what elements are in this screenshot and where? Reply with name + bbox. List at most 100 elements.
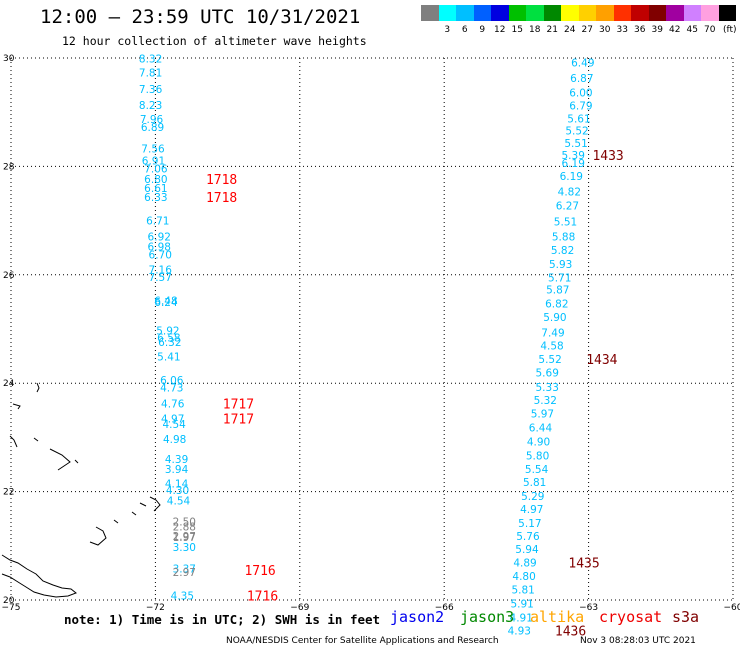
wave-height-label: 4.14 [165, 478, 189, 490]
wave-height-label: 5.80 [526, 450, 549, 462]
timestamp-text: Nov 3 08:28:03 UTC 2021 [580, 636, 696, 646]
island-outline [36, 382, 40, 393]
wave-height-label: 5.97 [531, 409, 554, 421]
wave-height-label: 5.39 [562, 150, 585, 162]
pass-time-label: 1718 [206, 173, 237, 188]
color-scale-tick: 30 [599, 25, 611, 35]
wave-height-label: 4.54 [162, 419, 186, 431]
color-swatch [508, 5, 526, 21]
legend-item-s3a: s3a [672, 608, 700, 626]
legend-item-altika: altika [530, 608, 585, 626]
legend-item-jason3: jason3 [460, 608, 515, 626]
legend-item-cryosat: cryosat [599, 608, 663, 626]
wave-height-label: 6.49 [571, 57, 594, 69]
color-scale-tick: 39 [651, 25, 663, 35]
color-scale-tick: 21 [546, 25, 558, 35]
wave-height-label: 4.30 [166, 485, 189, 497]
color-scale-tick: 6 [461, 25, 468, 35]
wave-height-label: 7.81 [139, 68, 162, 80]
lon-tick-label: −60 [724, 603, 740, 613]
wave-height-label: 2.97 [173, 531, 196, 543]
lon-tick-label: −72 [146, 603, 165, 613]
wave-height-label: 6.92 [148, 231, 171, 243]
color-scale-tick: 33 [616, 25, 628, 35]
lat-tick-label: 24 [3, 379, 15, 389]
color-swatch [456, 5, 474, 21]
lat-tick-label: 30 [3, 54, 15, 64]
color-swatch [631, 5, 649, 21]
color-swatch [543, 5, 561, 21]
color-swatch [648, 5, 666, 21]
wave-height-label: 6.58 [157, 333, 180, 345]
color-swatch [701, 5, 719, 21]
wave-height-label: 4.54 [167, 495, 191, 507]
wave-height-label: 5.41 [157, 352, 180, 364]
color-swatch [613, 5, 631, 21]
wave-height-label: 7.06 [144, 164, 168, 176]
wave-height-label: 7.57 [149, 272, 172, 284]
credit-text: NOAA/NESDIS Center for Satellite Applica… [226, 636, 499, 646]
island-outline [113, 519, 119, 524]
wave-height-label: 5.94 [515, 544, 539, 556]
pass-time-label: 1717 [223, 412, 254, 427]
color-swatch [683, 5, 701, 21]
wave-height-label: 6.98 [148, 242, 171, 254]
color-swatch [526, 5, 544, 21]
wave-height-label: 5.81 [511, 585, 534, 597]
wave-height-label: 7.36 [139, 84, 163, 96]
wave-height-label: 5.82 [551, 245, 574, 257]
color-scale-tick: 15 [511, 25, 523, 35]
color-scale-tick: 27 [581, 25, 593, 35]
wave-height-label: 6.89 [141, 122, 164, 134]
color-swatch [561, 5, 579, 21]
color-swatch [718, 5, 736, 21]
color-swatch [666, 5, 684, 21]
wave-height-label: 5.51 [564, 138, 587, 150]
color-swatch [596, 5, 614, 21]
page-subtitle: 12 hour collection of altimeter wave hei… [62, 34, 367, 48]
color-scale-tick: 42 [669, 25, 681, 35]
wave-height-label: 6.70 [149, 250, 172, 262]
color-swatch [491, 5, 509, 21]
wave-height-label: 4.35 [171, 591, 194, 603]
wave-height-label: 8.23 [139, 100, 162, 112]
wave-height-label: 5.29 [521, 491, 544, 503]
wave-height-label: 4.97 [161, 413, 184, 425]
island-outline [33, 437, 39, 442]
wave-height-label: 6.06 [160, 375, 184, 387]
wave-height-label: 5.52 [565, 126, 588, 138]
wave-height-label: 5.92 [156, 326, 179, 338]
pass-time-label: 1435 [568, 557, 599, 572]
wave-height-label: 5.52 [538, 354, 561, 366]
lat-tick-label: 20 [3, 596, 15, 606]
wave-height-label: 7.49 [541, 327, 564, 339]
lon-tick-label: −66 [435, 603, 454, 613]
wave-height-label: 6.19 [560, 171, 583, 183]
wave-height-label: 7.16 [149, 264, 173, 276]
wave-height-label: 6.24 [154, 297, 178, 309]
wave-height-label: 6.79 [569, 101, 592, 113]
wave-height-label: 4.91 [510, 612, 533, 624]
wave-height-label: 5.54 [525, 464, 549, 476]
axis-labels: −75 −72 −69 −66 −63 −60 20 22 24 26 28 30 [2, 54, 740, 613]
wave-height-label: 5.33 [536, 382, 559, 394]
color-scale-tick: 12 [494, 25, 506, 35]
island-outline [139, 502, 147, 507]
island-outline [131, 511, 137, 516]
pass-time-label: 1716 [244, 564, 275, 579]
wave-height-label: 3.30 [173, 542, 196, 554]
pass-time-label: 1716 [247, 590, 278, 605]
lon-tick-label: −75 [2, 603, 21, 613]
color-scale-tick: 9 [479, 25, 486, 35]
legend-item-jason2: jason2 [390, 608, 445, 626]
wave-height-label: 5.93 [549, 259, 572, 271]
island-outline [89, 526, 107, 546]
cuba-coastline [1, 554, 77, 598]
lat-tick-label: 26 [3, 271, 15, 281]
wave-height-label: 5.81 [523, 477, 546, 489]
lat-tick-label: 22 [3, 488, 14, 498]
wave-height-label: 4.93 [508, 625, 531, 637]
wave-height-label: 6.82 [545, 299, 568, 311]
wave-height-label: 5.51 [554, 217, 577, 229]
coastline [1, 382, 161, 598]
